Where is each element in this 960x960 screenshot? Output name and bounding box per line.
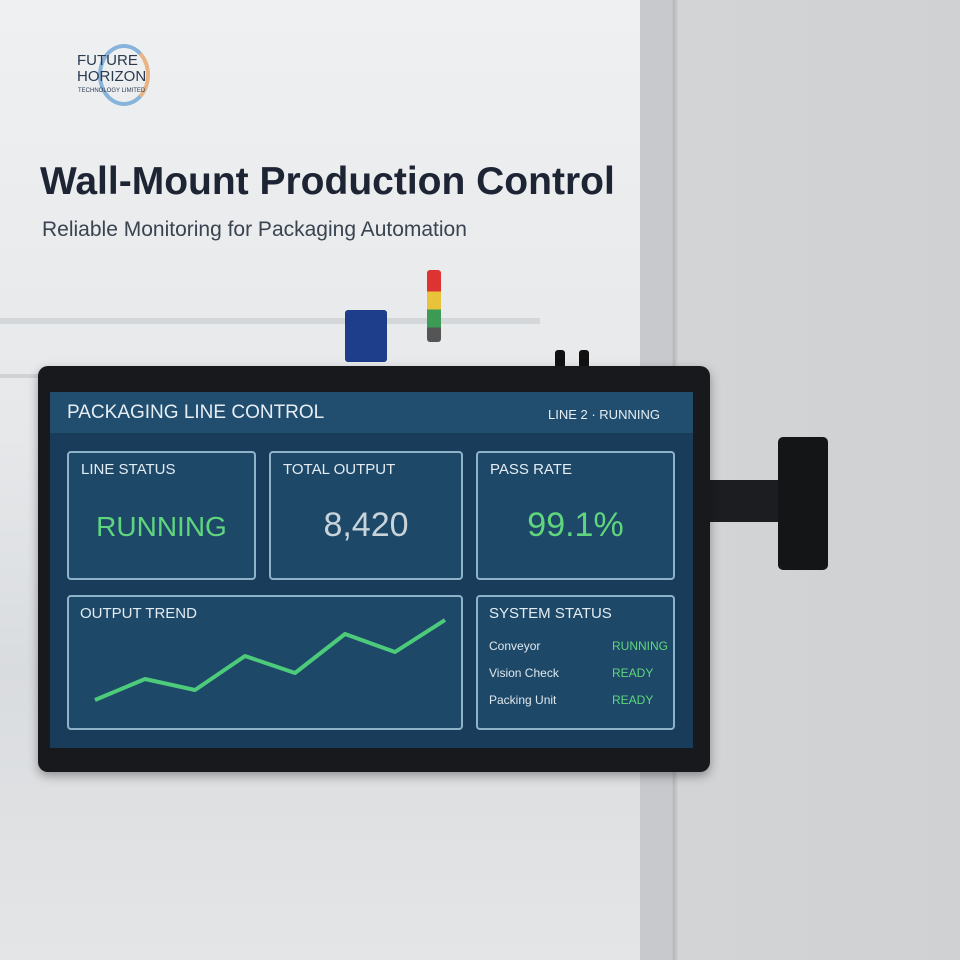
logo-line3: TECHNOLOGY LIMITED [78,88,146,94]
logo-line2: HORIZON [77,68,147,85]
status-card [67,451,256,580]
card-value: RUNNING [96,511,227,542]
system-name: Vision Check [489,666,559,680]
system-name: Packing Unit [489,693,557,707]
headline: Wall-Mount Production Control [40,160,615,203]
trend-label: OUTPUT TREND [80,605,197,622]
trend-line [94,618,447,702]
subheadline: Reliable Monitoring for Packaging Automa… [42,218,467,241]
line-status: LINE 2 · RUNNING [548,407,660,422]
card-label: LINE STATUS [81,461,176,478]
system-label: SYSTEM STATUS [489,605,612,622]
system-name: Conveyor [489,639,541,653]
screen-header [50,392,693,433]
status-card [476,451,675,580]
camera [345,310,387,362]
system-state: READY [612,693,654,707]
logo-ring [98,44,150,106]
mount-plate [778,437,828,570]
screen-title: PACKAGING LINE CONTROL [67,402,325,423]
card-label: TOTAL OUTPUT [283,461,396,478]
antenna [555,350,565,368]
card-label: PASS RATE [490,461,572,478]
system-state: RUNNING [612,639,668,653]
signal-lamp [427,270,441,342]
status-card [269,451,463,580]
logo-line1: FUTURE [77,52,138,69]
antenna [579,350,589,368]
system-state: READY [612,666,654,680]
system-card [476,595,675,730]
card-value: 8,420 [323,506,409,544]
card-value: 99.1% [527,506,624,544]
